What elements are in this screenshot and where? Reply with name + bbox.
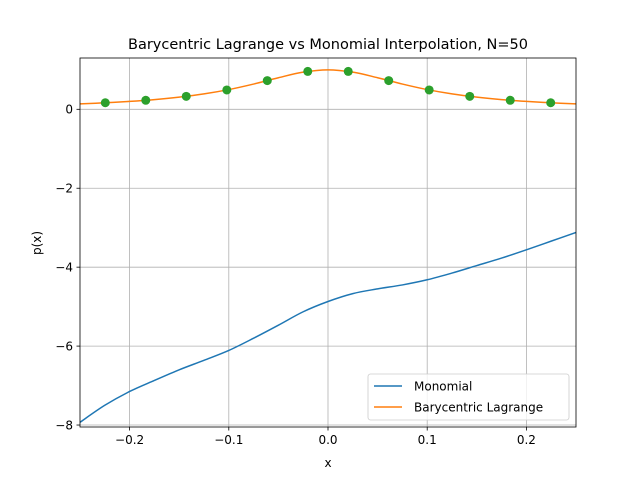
y-tick-label: −2: [55, 182, 73, 196]
y-tick-label: 0: [65, 103, 73, 117]
legend-box: [367, 373, 570, 421]
grid: [80, 58, 576, 427]
data-point-marker: [546, 98, 556, 108]
x-tick-label: −0.2: [115, 433, 144, 447]
x-tick-label: 0.0: [318, 433, 337, 447]
y-axis: −8 −6 −4 −2 0: [55, 103, 80, 432]
y-tick-label: −6: [55, 339, 73, 353]
legend-label: Monomial: [414, 379, 472, 393]
x-axis-label: x: [324, 456, 331, 470]
data-point-marker: [100, 98, 110, 108]
data-point-marker: [141, 95, 151, 105]
data-point-marker: [384, 76, 394, 86]
y-tick-label: −8: [55, 418, 73, 432]
data-point-marker: [505, 95, 515, 105]
chart-title: Barycentric Lagrange vs Monomial Interpo…: [128, 37, 528, 53]
plot-area: [80, 66, 576, 423]
x-axis: −0.2 −0.1 0.0 0.1 0.2: [115, 427, 536, 447]
series-line-barycentric-lagrange: [80, 69, 576, 105]
legend-label: Barycentric Lagrange: [414, 400, 543, 414]
data-point-marker: [465, 91, 475, 101]
legend: Monomial Barycentric Lagrange: [367, 373, 570, 421]
data-point-marker: [424, 85, 434, 95]
y-axis-label: p(x): [30, 231, 44, 255]
x-tick-label: 0.2: [517, 433, 536, 447]
data-point-marker: [303, 66, 313, 76]
x-tick-label: 0.1: [418, 433, 437, 447]
data-point-marker: [343, 66, 353, 76]
x-tick-label: −0.1: [214, 433, 243, 447]
data-point-marker: [222, 85, 232, 95]
data-point-marker: [181, 91, 191, 101]
y-tick-label: −4: [55, 260, 73, 274]
data-point-marker: [262, 76, 272, 86]
series-line-monomial: [80, 231, 576, 423]
